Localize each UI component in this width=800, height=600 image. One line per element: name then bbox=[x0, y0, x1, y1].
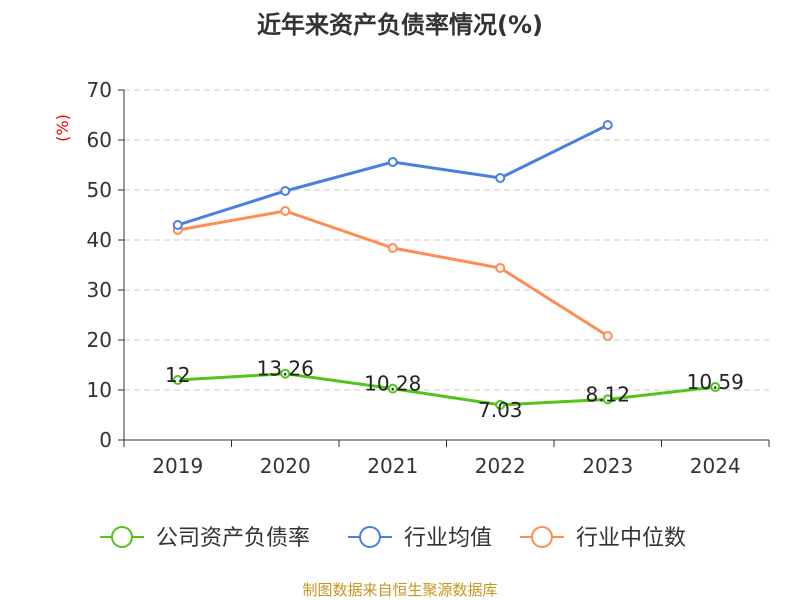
y-tick-label: 40 bbox=[87, 228, 112, 252]
data-point bbox=[602, 331, 613, 341]
data-label: 10.28 bbox=[364, 372, 421, 396]
y-axis-label: (%) bbox=[53, 114, 72, 142]
y-tick-label: 0 bbox=[99, 428, 112, 452]
data-label: 12 bbox=[165, 363, 190, 387]
y-tick-label: 10 bbox=[87, 378, 112, 402]
y-tick-label: 20 bbox=[87, 328, 112, 352]
x-tick-label: 2021 bbox=[367, 454, 418, 478]
legend-label: 行业均值 bbox=[404, 526, 492, 551]
data-point bbox=[280, 186, 291, 196]
data-point bbox=[387, 157, 398, 167]
data-point bbox=[495, 173, 506, 183]
y-tick-label: 60 bbox=[87, 128, 112, 152]
legend-label: 公司资产负债率 bbox=[156, 526, 310, 551]
series-line bbox=[177, 209, 609, 338]
x-tick-label: 2020 bbox=[260, 454, 311, 478]
data-point bbox=[495, 263, 506, 273]
data-point bbox=[602, 394, 613, 405]
data-point bbox=[387, 383, 398, 394]
data-point bbox=[280, 206, 291, 216]
data-point bbox=[172, 375, 183, 385]
y-tick-label: 70 bbox=[87, 78, 112, 102]
legend-marker bbox=[111, 526, 133, 548]
series-line bbox=[177, 123, 609, 227]
data-point bbox=[280, 368, 291, 379]
data-label: 8.12 bbox=[585, 382, 630, 406]
x-tick-label: 2022 bbox=[475, 454, 526, 478]
data-point bbox=[172, 220, 183, 230]
footer-source: 制图数据来自恒生聚源数据库 bbox=[302, 581, 497, 599]
x-tick-label: 2023 bbox=[582, 454, 633, 478]
data-point bbox=[602, 120, 613, 130]
x-tick-label: 2019 bbox=[152, 454, 203, 478]
chart-title: 近年来资产负债率情况(%) bbox=[257, 11, 543, 39]
legend-marker bbox=[531, 526, 553, 548]
data-label: 13.26 bbox=[257, 357, 314, 381]
y-tick-label: 30 bbox=[87, 278, 112, 302]
data-point bbox=[495, 399, 506, 410]
legend-label: 行业中位数 bbox=[576, 526, 686, 551]
data-point bbox=[387, 243, 398, 253]
data-label: 7.03 bbox=[478, 398, 523, 422]
x-tick-label: 2024 bbox=[690, 454, 741, 478]
data-label: 10.59 bbox=[687, 370, 744, 394]
data-point bbox=[710, 382, 721, 393]
legend-marker bbox=[359, 526, 381, 548]
y-tick-label: 50 bbox=[87, 178, 112, 202]
series-line bbox=[177, 372, 716, 407]
